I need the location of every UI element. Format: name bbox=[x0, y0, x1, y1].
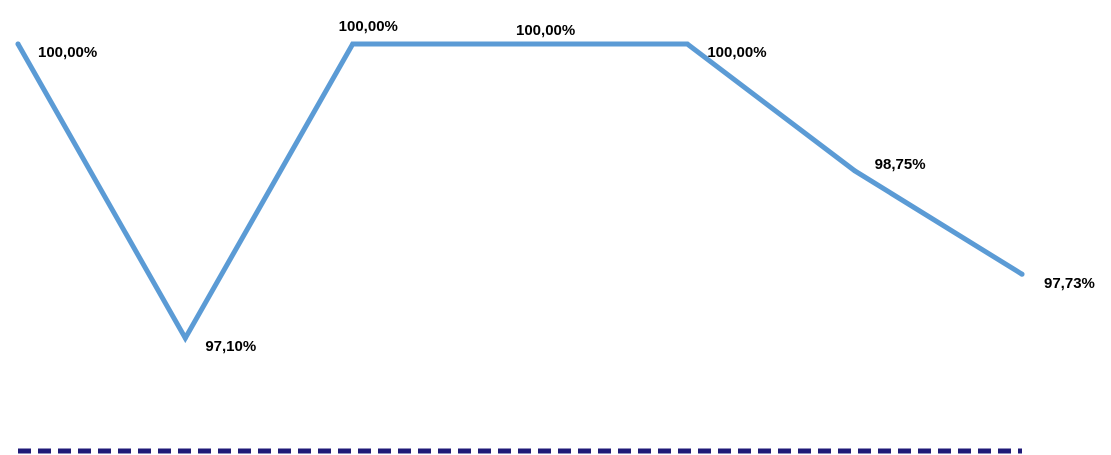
data-label: 97,73% bbox=[1044, 275, 1095, 292]
data-point bbox=[517, 41, 523, 47]
data-label: 98,75% bbox=[875, 156, 926, 173]
series-line bbox=[15, 41, 1025, 344]
data-point bbox=[350, 41, 356, 47]
data-point bbox=[852, 168, 858, 174]
data-label: 97,10% bbox=[205, 338, 256, 355]
series-layer bbox=[15, 41, 1025, 344]
data-point bbox=[684, 41, 690, 47]
data-point bbox=[182, 335, 188, 341]
data-label: 100,00% bbox=[339, 18, 398, 35]
data-label: 100,00% bbox=[707, 44, 766, 61]
data-point bbox=[15, 41, 21, 47]
data-label: 100,00% bbox=[516, 22, 575, 39]
data-point bbox=[1019, 271, 1025, 277]
data-label-layer: 100,00% 97,10% 100,00% 100,00% 100,00% 98,75%… bbox=[38, 18, 1095, 355]
data-label: 100,00% bbox=[38, 44, 97, 61]
